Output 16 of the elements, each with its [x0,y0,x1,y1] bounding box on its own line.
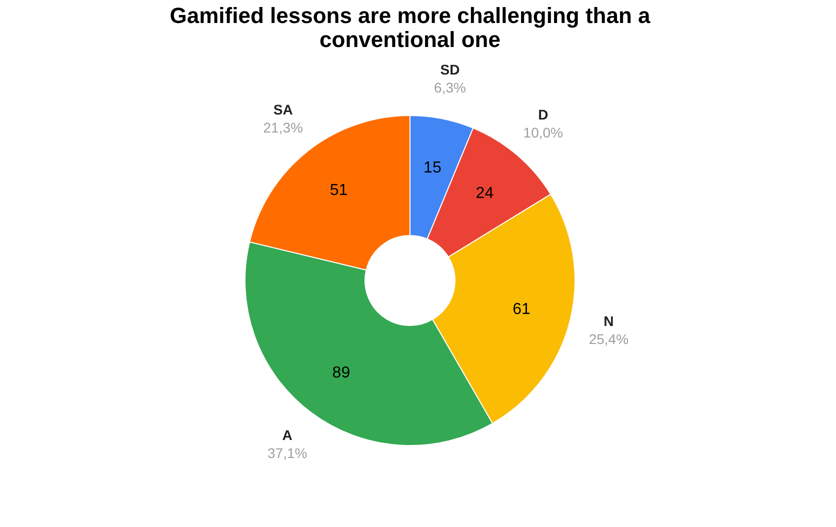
data-label: 89 [332,364,350,382]
text: 10,0% [523,124,563,141]
slice-label: N [604,312,614,329]
data-label: 15 [424,160,442,177]
data-label: 24 [476,185,494,202]
slice-label: D [538,106,548,123]
text: 6,3% [434,79,466,96]
slice-label: A [282,426,292,443]
text: 25,4% [588,330,629,347]
text: 37,1% [267,444,308,461]
text: 21,3% [263,120,303,136]
slice-label: SD [440,61,460,78]
data-label: 51 [330,182,348,200]
slice-label: SA [273,102,293,118]
chart-title: Gamified lessons are more challenging than a conventional one [170,3,651,52]
data-label: 61 [512,300,530,318]
